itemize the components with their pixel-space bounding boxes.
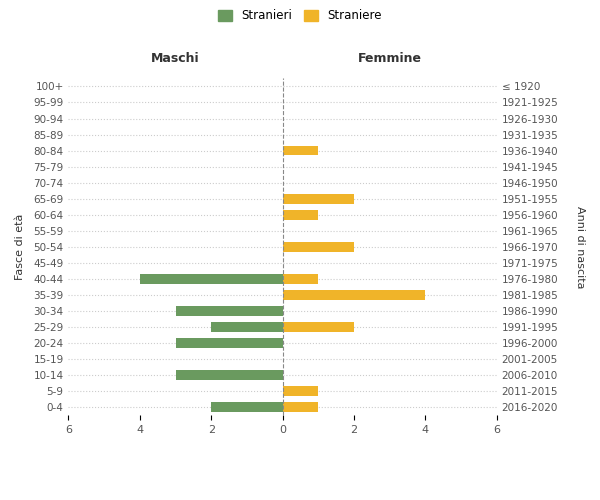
Text: Maschi: Maschi [151,52,200,65]
Bar [283,242,354,252]
Bar [211,402,283,412]
Bar [283,210,318,220]
Legend: Stranieri, Straniere: Stranieri, Straniere [214,6,386,26]
Bar [176,306,283,316]
Bar [176,338,283,348]
Bar [283,146,318,156]
Bar [283,322,354,332]
Text: Femmine: Femmine [358,52,422,65]
Bar [283,290,425,300]
Y-axis label: Anni di nascita: Anni di nascita [575,206,585,288]
Bar [283,386,318,396]
Bar [140,274,283,283]
Bar [176,370,283,380]
Y-axis label: Fasce di età: Fasce di età [15,214,25,280]
Bar [211,322,283,332]
Bar [283,194,354,203]
Bar [283,274,318,283]
Bar [283,402,318,412]
